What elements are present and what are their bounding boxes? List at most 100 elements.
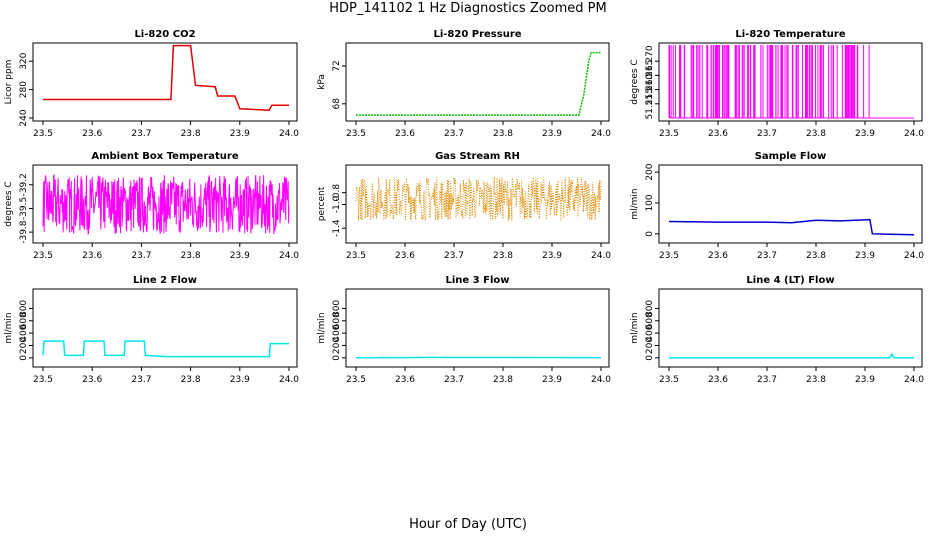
- x-tick-label: 23.5: [659, 375, 679, 385]
- series-group: [355, 176, 602, 221]
- panel-title: Li-820 Temperature: [735, 29, 845, 40]
- x-tick-label: 23.7: [444, 129, 464, 139]
- x-tick-label: 23.9: [542, 251, 562, 261]
- x-tick-label: 23.6: [395, 251, 415, 261]
- x-tick-label: 23.9: [855, 251, 875, 261]
- y-axis-label: ml/min: [4, 312, 14, 343]
- y-axis-label: Licor ppm: [4, 60, 14, 105]
- x-tick-label: 23.5: [33, 375, 53, 385]
- panel-1: Li-820 CO2 23.5 23.6 23.7 23.8 23.9 24.0 240 280…: [4, 29, 299, 139]
- series-line: [669, 352, 914, 359]
- x-tick-label: 23.9: [855, 129, 875, 139]
- x-tick-label: 23.5: [33, 251, 53, 261]
- panel-title: Li-820 CO2: [134, 29, 195, 40]
- x-tick-label: 23.5: [346, 129, 366, 139]
- y-tick-label: 320: [19, 52, 29, 69]
- x-tick-label: 23.5: [33, 129, 53, 139]
- plot-frame: [345, 288, 610, 368]
- x-tick-label: 23.8: [806, 375, 826, 385]
- x-tick-label: 23.6: [82, 375, 102, 385]
- y-axis-label: ml/min: [630, 312, 640, 343]
- y-tick-label: 600: [19, 312, 29, 329]
- x-tick-label: 23.9: [230, 251, 250, 261]
- x-tick-label: 23.9: [855, 375, 875, 385]
- y-tick-label: 200: [19, 337, 29, 354]
- x-tick-label: 23.6: [82, 251, 102, 261]
- x-tick-label: 23.5: [659, 129, 679, 139]
- x-tick-label: 23.6: [395, 375, 415, 385]
- x-tick-label: 23.7: [131, 129, 151, 139]
- series-line: [668, 218, 915, 236]
- x-tick-label: 24.0: [904, 129, 924, 139]
- series-group: [42, 173, 290, 235]
- x-tick-label: 23.7: [444, 375, 464, 385]
- plot-frame: [658, 288, 923, 368]
- x-tick-label: 23.7: [757, 129, 777, 139]
- x-tick-label: 23.8: [493, 375, 513, 385]
- y-tick-label: 0: [332, 355, 342, 361]
- x-tick-label: 24.0: [591, 129, 611, 139]
- x-tick-label: 23.7: [131, 375, 151, 385]
- x-tick-label: 24.0: [591, 251, 611, 261]
- x-tick-label: 24.0: [279, 251, 299, 261]
- panel-2: Li-820 Pressure 23.5 23.6 23.7 23.8 23.9 24.0 6…: [317, 29, 611, 139]
- x-tick-label: 23.8: [181, 251, 201, 261]
- series-line: [42, 173, 290, 235]
- x-tick-label: 23.5: [346, 375, 366, 385]
- y-tick-label: 800: [332, 300, 342, 317]
- y-tick-label: 200: [645, 337, 655, 354]
- x-tick-label: 23.9: [230, 375, 250, 385]
- y-axis-label: ml/min: [317, 312, 327, 343]
- y-tick-label: 600: [645, 312, 655, 329]
- panel-6: Sample Flow 23.5 23.6 23.7 23.8 23.9 24.0 0 100 2…: [630, 151, 924, 261]
- y-tick-label: 800: [645, 300, 655, 317]
- series-line: [42, 340, 289, 358]
- plot-frame: [658, 164, 923, 244]
- y-tick-label: 0: [645, 231, 655, 237]
- x-tick-label: 23.8: [806, 251, 826, 261]
- plot-frame: [32, 164, 298, 244]
- y-tick-label: -39.5: [19, 197, 29, 220]
- y-axis-label: kPa: [317, 74, 327, 90]
- x-tick-label: 23.8: [493, 129, 513, 139]
- series-group: [42, 340, 289, 358]
- series-group: [668, 218, 915, 236]
- series-group: [43, 44, 289, 111]
- x-tick-label: 24.0: [279, 129, 299, 139]
- panel-4: Ambient Box Temperature 23.5 23.6 23.7 23.8 2…: [4, 151, 299, 261]
- x-tick-label: 23.8: [181, 129, 201, 139]
- panel-title: Line 4 (LT) Flow: [746, 275, 834, 286]
- y-tick-label: 51.255: [645, 88, 655, 120]
- plot-frame: [345, 42, 610, 122]
- x-axis-label: Hour of Day (UTC): [409, 517, 527, 532]
- y-axis-label: ml/min: [630, 188, 640, 219]
- x-tick-label: 23.9: [542, 375, 562, 385]
- x-tick-label: 24.0: [279, 375, 299, 385]
- x-tick-label: 24.0: [591, 375, 611, 385]
- y-tick-label: 51.260: [645, 74, 655, 106]
- panel-title: Li-820 Pressure: [433, 29, 521, 40]
- y-tick-label: 68: [332, 98, 342, 110]
- x-tick-label: 23.6: [395, 129, 415, 139]
- x-tick-label: 23.6: [708, 251, 728, 261]
- x-tick-label: 23.5: [659, 251, 679, 261]
- x-tick-label: 23.8: [806, 129, 826, 139]
- x-tick-label: 24.0: [904, 375, 924, 385]
- panel-9: Line 4 (LT) Flow 23.5 23.6 23.7 23.8 23.9 24.0…: [630, 275, 924, 385]
- y-tick-label: -0.8: [332, 184, 342, 202]
- y-tick-label: 51.270: [645, 45, 655, 77]
- y-tick-label: 200: [645, 163, 655, 180]
- y-tick-label: 400: [645, 324, 655, 341]
- x-tick-label: 23.6: [708, 129, 728, 139]
- y-axis-label: degrees C: [630, 59, 640, 104]
- panel-3: Li-820 Temperature 23.5 23.6 23.7 23.8 23.9 24…: [630, 29, 924, 139]
- y-tick-label: -39.2: [19, 173, 29, 196]
- series-group: [356, 51, 601, 116]
- panel-title: Line 3 Flow: [446, 275, 510, 286]
- x-tick-label: 23.7: [757, 251, 777, 261]
- y-tick-label: 0: [645, 355, 655, 361]
- x-tick-label: 23.8: [181, 375, 201, 385]
- series-group: [669, 352, 914, 359]
- panel-title: Gas Stream RH: [435, 151, 520, 162]
- y-tick-label: 400: [332, 324, 342, 341]
